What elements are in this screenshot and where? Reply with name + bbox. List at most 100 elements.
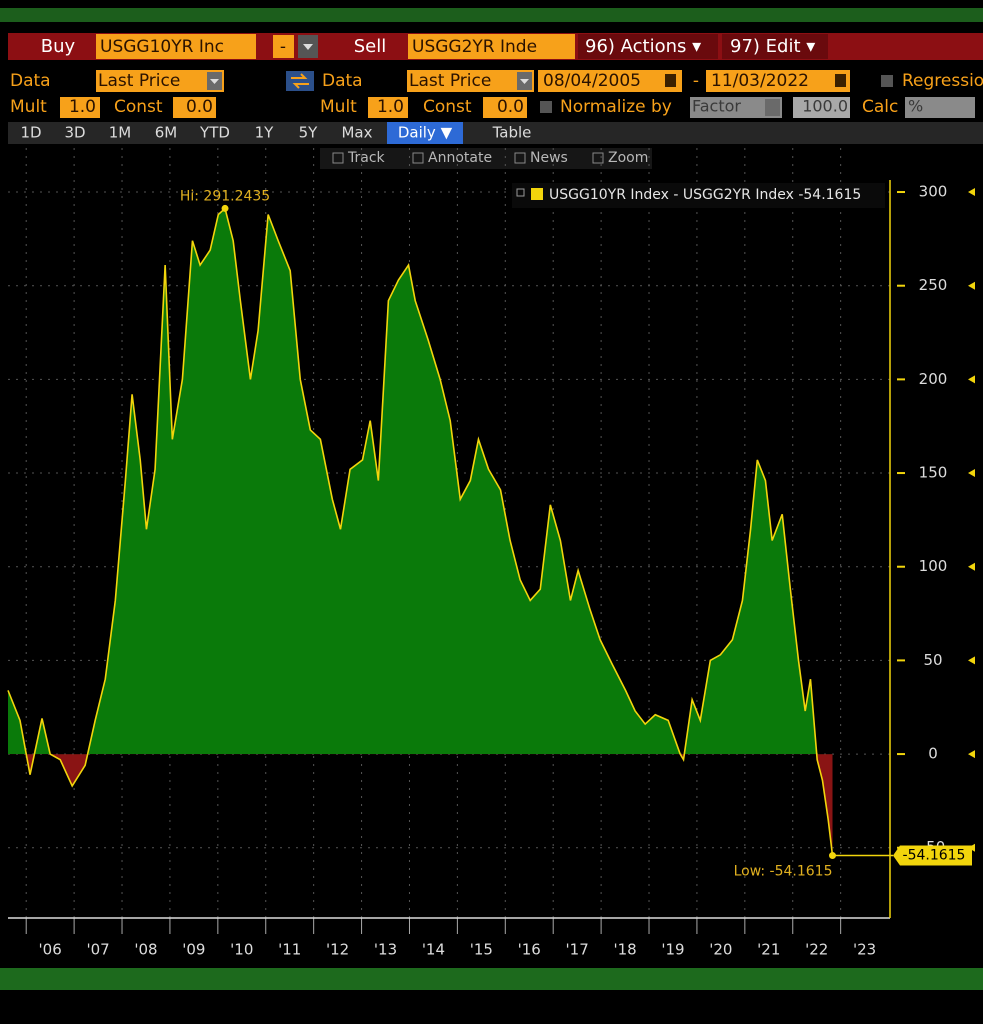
factor-number: 100.0: [802, 97, 848, 116]
legend-toggle: [516, 188, 525, 197]
y-tick-arrow: [968, 469, 975, 478]
mult-box[interactable]: [368, 97, 408, 118]
legend-box: [512, 183, 885, 208]
date-dash: -: [693, 71, 699, 91]
range-tab[interactable]: 5Y: [299, 124, 319, 142]
x-tick-label: '21: [757, 941, 780, 959]
x-tick-label: '20: [709, 941, 732, 959]
range-tab[interactable]: 6M: [155, 124, 178, 142]
mult-label: Mult: [320, 97, 357, 117]
y-tick-label: 100: [919, 557, 948, 575]
x-tick-label: '08: [134, 941, 157, 959]
y-tick-arrow: [968, 188, 975, 197]
normalize-label: Normalize by: [560, 97, 672, 117]
field-box[interactable]: [96, 70, 224, 92]
range-tab[interactable]: YTD: [199, 124, 230, 142]
calc-value: %: [908, 97, 923, 116]
range-tab[interactable]: Max: [341, 124, 372, 142]
y-tick-label: 0: [928, 745, 938, 763]
sell-field[interactable]: [408, 34, 575, 59]
x-tick-label: '22: [805, 941, 828, 959]
tool-icon: [514, 152, 526, 164]
minus-box[interactable]: [273, 35, 294, 58]
y-tick-label: 200: [919, 370, 948, 388]
tool-label[interactable]: Zoom: [608, 150, 648, 166]
field-box[interactable]: [407, 70, 534, 92]
checkbox[interactable]: [881, 75, 893, 87]
x-tick-label: '06: [39, 941, 62, 959]
x-tick-label: '12: [326, 941, 349, 959]
area-positive: [8, 208, 817, 755]
field-value: Last Price: [98, 71, 180, 91]
swap-icon[interactable]: [286, 71, 314, 91]
y-tick-arrow: [968, 656, 975, 665]
factor-box[interactable]: [690, 97, 782, 118]
const-box[interactable]: [483, 97, 527, 118]
data-label: Data: [322, 71, 363, 91]
high-marker: [221, 204, 229, 212]
table-label[interactable]: Table: [492, 124, 532, 142]
swap-arrows: [291, 73, 309, 89]
const-value: 0.0: [186, 97, 213, 117]
daily-button[interactable]: [387, 122, 463, 144]
x-tick-label: '15: [470, 941, 493, 959]
dropdown-arrow: [303, 44, 313, 50]
range-tab[interactable]: 1M: [109, 124, 132, 142]
end-date-box[interactable]: [706, 70, 850, 92]
y-tick-label: 250: [919, 276, 948, 294]
tool-label[interactable]: Annotate: [428, 150, 492, 166]
daily-label: Daily ▼: [398, 124, 453, 142]
const-label: Const: [423, 97, 472, 117]
tool-label[interactable]: Track: [347, 150, 386, 166]
dropdown-arrow: [520, 79, 529, 84]
start-date-box[interactable]: [538, 70, 682, 92]
calendar-icon: [835, 74, 846, 87]
x-tick-label: '13: [374, 941, 397, 959]
tool-icon: [592, 152, 604, 164]
dropdown[interactable]: [765, 99, 780, 116]
x-tick-label: '11: [278, 941, 301, 959]
range-tab[interactable]: 1D: [20, 124, 41, 142]
const-label: Const: [114, 97, 163, 117]
buy-field[interactable]: [96, 34, 256, 59]
factor-number-box[interactable]: [793, 97, 850, 118]
last-value-label: -54.1615: [903, 848, 966, 864]
high-annotation: Hi: 291.2435: [180, 188, 270, 204]
bottom-bar: [0, 968, 983, 990]
checkbox[interactable]: [540, 101, 552, 113]
last-value-tag: [893, 845, 972, 866]
edit-label: 97) Edit ▾: [730, 36, 815, 57]
y-tick-label: 300: [919, 183, 948, 201]
y-tick-arrow: [968, 375, 975, 384]
factor-value: Factor: [692, 97, 741, 116]
edit-button[interactable]: [722, 34, 828, 59]
y-tick-label: 150: [919, 464, 948, 482]
tool-label[interactable]: News: [530, 150, 568, 166]
top-bar: [0, 8, 983, 22]
tool-icon: [412, 152, 424, 164]
buy-ticker: USGG10YR Inc: [100, 37, 224, 57]
line: [7, 206, 834, 856]
range-tab[interactable]: 3D: [64, 124, 85, 142]
mult-box[interactable]: [60, 97, 100, 118]
range-tab[interactable]: 1Y: [255, 124, 275, 142]
x-tick-label: '18: [613, 941, 636, 959]
calc-box[interactable]: [905, 97, 975, 118]
range-bar: [8, 122, 983, 144]
start-date: 08/04/2005: [543, 71, 641, 91]
data-label: Data: [10, 71, 51, 91]
field-value: Last Price: [409, 71, 491, 91]
minus: -: [280, 37, 286, 57]
const-box[interactable]: [173, 97, 216, 118]
x-tick-label: '19: [661, 941, 684, 959]
sell-ticker: USGG2YR Inde: [412, 37, 537, 57]
x-tick-label: '10: [230, 941, 253, 959]
x-tick-label: '16: [518, 941, 541, 959]
const-value: 0.0: [497, 97, 524, 117]
x-tick-label: '07: [86, 941, 109, 959]
dropdown-arrow: [210, 79, 219, 84]
mult-value: 1.0: [69, 97, 96, 117]
tool-icon: [332, 152, 344, 164]
actions-button[interactable]: [578, 34, 718, 59]
